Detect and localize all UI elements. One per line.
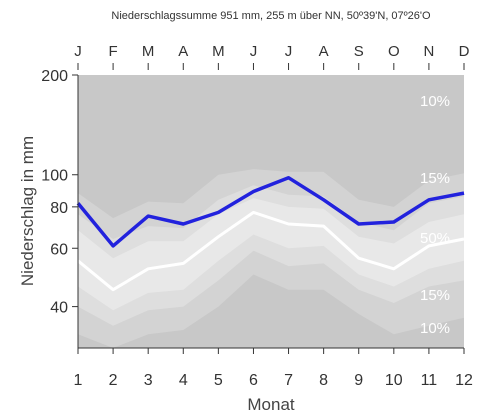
chart-title: Niederschlagssumme 951 mm, 255 m über NN…	[111, 10, 431, 22]
percentile-band-3	[78, 198, 464, 311]
month-initial-label: O	[388, 43, 400, 60]
x-tick-label: 1	[74, 372, 83, 389]
x-tick-label: 9	[354, 372, 363, 389]
percentile-label-5: 10%	[420, 320, 450, 337]
series-line-2	[77, 210, 465, 292]
y-tick-label: 60	[50, 241, 68, 258]
percentile-label-1: 10%	[420, 93, 450, 110]
month-initial-label: M	[212, 43, 225, 60]
x-tick-label: 4	[179, 372, 188, 389]
month-initial-label: N	[423, 43, 434, 60]
x-tick-label: 12	[455, 372, 473, 389]
percentile-band-2	[78, 185, 464, 326]
x-tick-label: 2	[109, 372, 118, 389]
x-tick-label: 10	[385, 372, 403, 389]
y-tick-label: 100	[41, 168, 68, 185]
y-tick-label: 200	[41, 68, 68, 85]
x-tick-label: 11	[421, 372, 438, 389]
month-initial-label: D	[459, 43, 470, 60]
x-axis-label: Monat	[247, 395, 295, 414]
x-tick-label: 5	[214, 372, 223, 389]
percentile-label-4: 15%	[420, 287, 450, 304]
y-tick-label: 80	[50, 200, 68, 217]
y-axis-ticks: 40 60 80 100 200	[41, 68, 78, 317]
x-tick-label: 3	[144, 372, 153, 389]
month-initial-label: A	[178, 43, 188, 60]
y-axis-label: Niederschlag in mm	[18, 136, 37, 286]
month-initial-label: S	[354, 43, 364, 60]
x-axis-ticks: 1 2 3 4 5 6 7 8 9 10 11 12	[74, 348, 473, 389]
month-initial-label: J	[285, 43, 293, 60]
month-initial-label: J	[250, 43, 258, 60]
percentile-label-2: 15%	[420, 170, 450, 187]
x-tick-label: 6	[249, 372, 258, 389]
month-initial-label: A	[319, 43, 329, 60]
series-line-1	[76, 175, 465, 248]
plot-area: 10% 15% 50% 15% 10%	[76, 75, 465, 349]
percentile-label-3: 50%	[420, 230, 450, 247]
month-initial-label: J	[74, 43, 82, 60]
y-tick-label: 40	[50, 300, 68, 317]
percentile-bands	[78, 169, 464, 348]
month-initial-label: F	[109, 43, 118, 60]
month-initial-label: M	[142, 43, 155, 60]
x-tick-label: 8	[319, 372, 328, 389]
x-tick-label: 7	[284, 372, 293, 389]
